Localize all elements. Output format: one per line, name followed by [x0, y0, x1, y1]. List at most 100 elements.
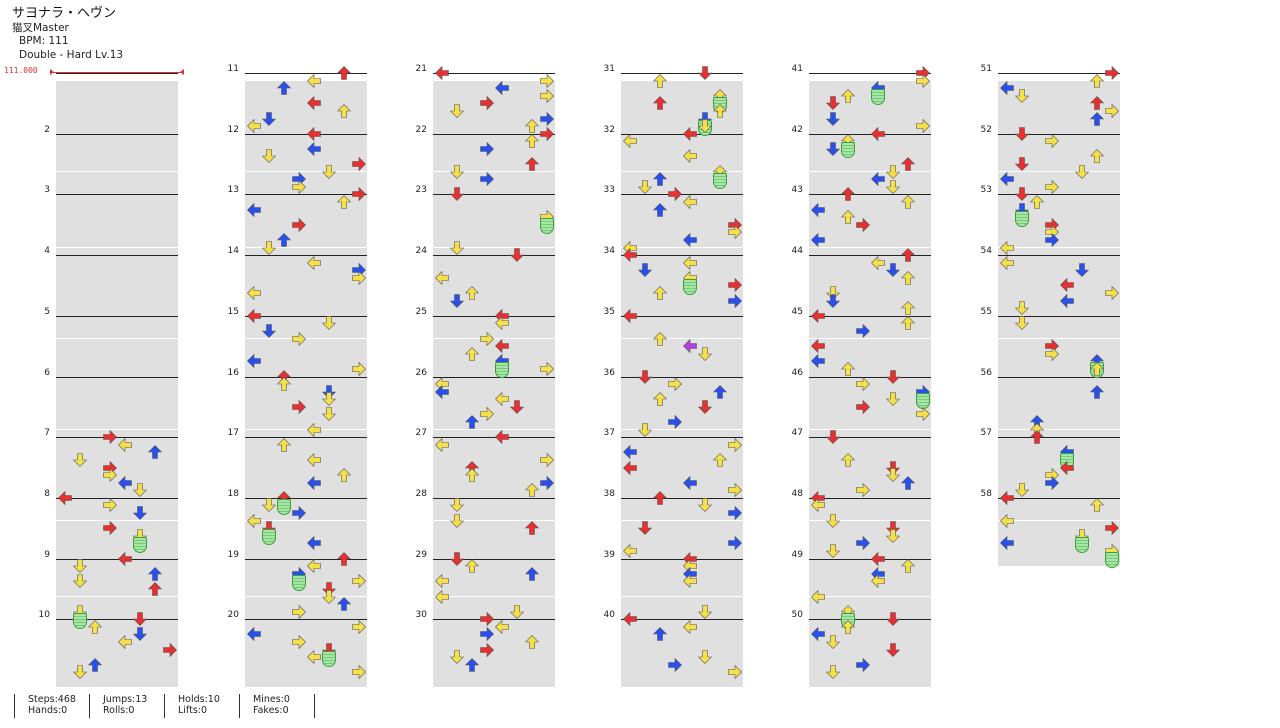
beat-stripe	[56, 141, 178, 157]
measure-line	[998, 194, 1120, 196]
arrow-up-icon	[525, 521, 539, 536]
measure-line	[809, 437, 931, 439]
beat-stripe	[809, 490, 931, 506]
measure-number: 58	[980, 488, 992, 499]
arrow-right-icon	[292, 635, 306, 650]
beat-stripe	[621, 429, 743, 445]
beat-stripe	[245, 277, 367, 293]
measure-line	[245, 133, 367, 135]
beat-stripe	[245, 338, 367, 354]
beat-stripe	[809, 293, 931, 309]
arrow-down-icon	[1015, 88, 1029, 103]
arrow-up-icon	[465, 415, 479, 429]
arrow-down-icon	[1015, 316, 1029, 331]
arrow-right-icon	[292, 604, 306, 619]
measure-line	[56, 255, 178, 257]
beat-stripe	[809, 566, 931, 582]
arrow-down-icon	[1015, 187, 1029, 202]
arrow-left-icon	[495, 81, 509, 96]
beat-stripe	[809, 429, 931, 445]
beat-stripe	[433, 505, 555, 521]
measure-number: 25	[415, 306, 427, 317]
arrow-up-icon	[653, 73, 667, 88]
song-info: サヨナラ・ヘヴン 猫叉Master BPM: 111 Double - Hard…	[12, 6, 123, 62]
arrow-right-icon	[480, 627, 494, 642]
arrow-up-icon	[88, 619, 102, 634]
hold-note	[871, 89, 885, 106]
beat-stripe	[245, 323, 367, 339]
beat-stripe	[809, 171, 931, 187]
arrow-left-icon	[247, 627, 261, 642]
arrow-left-icon	[435, 270, 449, 285]
beat-stripe	[809, 672, 931, 688]
measure-number: 15	[227, 306, 239, 317]
arrow-up-icon	[841, 88, 855, 103]
measure-line	[621, 255, 743, 257]
measure-line	[433, 315, 555, 317]
bpm-change-label: 111.000	[4, 66, 38, 75]
arrow-down-icon	[826, 544, 840, 558]
arrow-left-icon	[1000, 81, 1014, 96]
arrow-left-icon	[307, 422, 321, 437]
arrow-up-icon	[1090, 73, 1104, 88]
arrow-up-icon	[841, 361, 855, 376]
measure-line	[998, 73, 1120, 74]
measure-number: 17	[227, 428, 239, 439]
arrow-left-icon	[811, 627, 825, 642]
arrow-up-icon	[337, 104, 351, 118]
beat-stripe	[809, 642, 931, 658]
arrow-down-icon	[450, 650, 464, 665]
arrow-left-icon	[495, 339, 509, 354]
arrow-right-icon	[352, 665, 366, 680]
arrow-right-icon	[668, 187, 682, 202]
beat-stripe	[809, 611, 931, 627]
beat-stripe	[56, 323, 178, 339]
arrow-down-icon	[450, 104, 464, 118]
arrow-up-icon	[525, 134, 539, 149]
beat-stripe	[245, 201, 367, 217]
arrow-right-icon	[540, 73, 554, 88]
beat-stripe	[56, 232, 178, 248]
arrow-left-icon	[435, 589, 449, 604]
measure-number: 4	[44, 246, 50, 257]
arrow-down-icon	[510, 604, 524, 619]
arrow-down-icon	[133, 483, 147, 498]
beat-stripe	[621, 444, 743, 460]
arrow-left-icon	[495, 392, 509, 407]
arrow-down-icon	[1015, 301, 1029, 316]
beat-stripe	[621, 505, 743, 521]
measure-number: 52	[980, 124, 992, 135]
arrow-down-icon	[450, 240, 464, 255]
beat-stripe	[56, 126, 178, 142]
arrow-down-icon	[322, 407, 336, 422]
measure-line	[433, 194, 555, 196]
beat-stripe	[998, 551, 1120, 566]
beat-stripe	[56, 384, 178, 400]
beat-stripe	[621, 490, 743, 506]
arrow-right-icon	[856, 323, 870, 338]
arrow-down-icon	[262, 149, 276, 164]
arrow-up-icon	[148, 566, 162, 581]
measure-number: 21	[415, 64, 427, 74]
measure-line	[998, 497, 1120, 499]
arrow-down-icon	[638, 180, 652, 194]
beat-stripe	[56, 368, 178, 384]
arrow-left-icon	[1060, 278, 1074, 293]
hold-note	[322, 650, 336, 667]
beat-stripe	[433, 308, 555, 324]
measure-line	[621, 73, 743, 74]
beat-stripe	[245, 171, 367, 187]
beat-stripe	[998, 520, 1120, 536]
beat-stripe	[998, 414, 1120, 430]
beat-stripe	[245, 505, 367, 521]
arrow-up-icon	[1090, 361, 1104, 376]
arrow-left-icon	[307, 559, 321, 574]
stat-hands: Hands:0	[28, 705, 68, 716]
arrow-up-icon	[525, 483, 539, 498]
arrow-down-icon	[886, 612, 900, 627]
arrow-right-icon	[728, 293, 742, 308]
arrow-left-icon	[1000, 490, 1014, 505]
beat-stripe	[998, 141, 1120, 157]
beat-stripe	[56, 201, 178, 217]
measure-line	[56, 558, 178, 560]
